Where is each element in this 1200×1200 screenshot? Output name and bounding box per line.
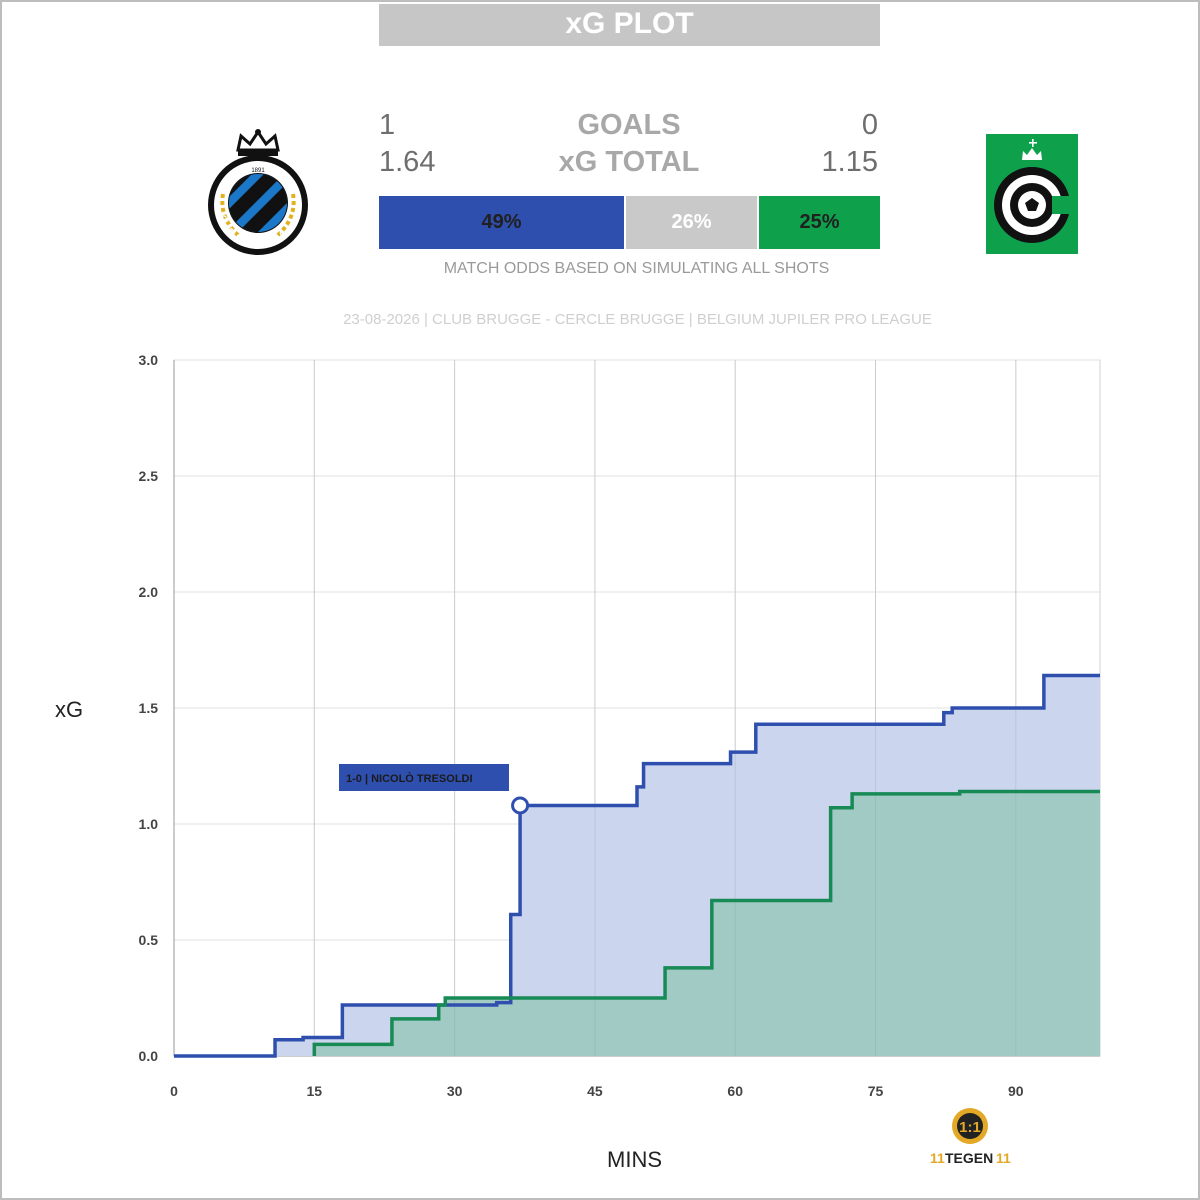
home-team-logo: 1891 CLUB BRUGGE KV — [208, 129, 308, 255]
home-xg-line — [174, 673, 1100, 1058]
svg-text:1891: 1891 — [251, 168, 265, 174]
home-goals: 1 — [379, 109, 396, 141]
away-xg-line — [312, 789, 1100, 1056]
chart-annotations: 1-0 | NICOLÒ TRESOLDI — [339, 764, 530, 815]
svg-text:TEGEN: TEGEN — [945, 1150, 993, 1166]
y-tick-label: 2.5 — [139, 468, 159, 484]
x-tick-label: 90 — [1008, 1083, 1024, 1099]
svg-text:11: 11 — [996, 1150, 1011, 1166]
x-tick-label: 45 — [587, 1083, 603, 1099]
x-tick-label: 75 — [868, 1083, 884, 1099]
home-xg-total: 1.64 — [379, 146, 436, 178]
x-tick-label: 30 — [447, 1083, 463, 1099]
draw-odds: 26% — [626, 196, 757, 249]
away-win-odds: 25% — [759, 196, 880, 249]
y-tick-label: 0.5 — [139, 932, 159, 948]
brand-logo: 1:1 11 TEGEN 11 — [930, 1108, 1011, 1166]
goal-annotation-box — [339, 764, 509, 791]
crown-icon — [1022, 139, 1042, 160]
y-tick-label: 1.5 — [139, 700, 159, 716]
x-tick-label: 60 — [727, 1083, 743, 1099]
chart-areas — [173, 360, 1100, 1056]
chart-lines — [174, 673, 1100, 1058]
svg-text:1:1: 1:1 — [959, 1119, 981, 1136]
odds-caption: MATCH ODDS BASED ON SIMULATING ALL SHOTS — [443, 260, 830, 277]
goal-marker — [511, 796, 530, 815]
chart-ticks: 0.0 0.5 1.0 1.5 2.0 2.5 3.0 0 15 30 45 60 75 90 — [139, 352, 1024, 1099]
goal-annotation-label: 1-0 | NICOLÒ TRESOLDI — [346, 772, 473, 785]
xg-total-label: xG TOTAL — [558, 146, 700, 178]
page-title: xG PLOT — [379, 4, 880, 46]
x-tick-label: 15 — [307, 1083, 323, 1099]
away-xg-area — [314, 791, 1100, 1056]
goals-label: GOALS — [577, 109, 681, 141]
y-tick-label: 2.0 — [139, 584, 159, 600]
y-tick-label: 3.0 — [139, 352, 159, 368]
y-tick-label: 1.0 — [139, 816, 159, 832]
crown-icon — [236, 129, 280, 156]
x-axis-title: MINS — [607, 1147, 662, 1172]
match-info: 23-08-2026 | CLUB BRUGGE - CERCLE BRUGGE… — [343, 311, 932, 328]
svg-text:11: 11 — [930, 1150, 945, 1166]
y-tick-label: 0.0 — [139, 1048, 159, 1064]
y-axis-title: xG — [55, 697, 84, 722]
away-xg-total: 1.15 — [821, 146, 878, 178]
x-tick-label: 0 — [170, 1083, 178, 1099]
away-team-logo — [986, 134, 1078, 254]
match-odds-bar: 49% 26% 25% — [379, 196, 880, 249]
away-goals: 0 — [861, 109, 878, 141]
home-win-odds: 49% — [379, 196, 624, 249]
